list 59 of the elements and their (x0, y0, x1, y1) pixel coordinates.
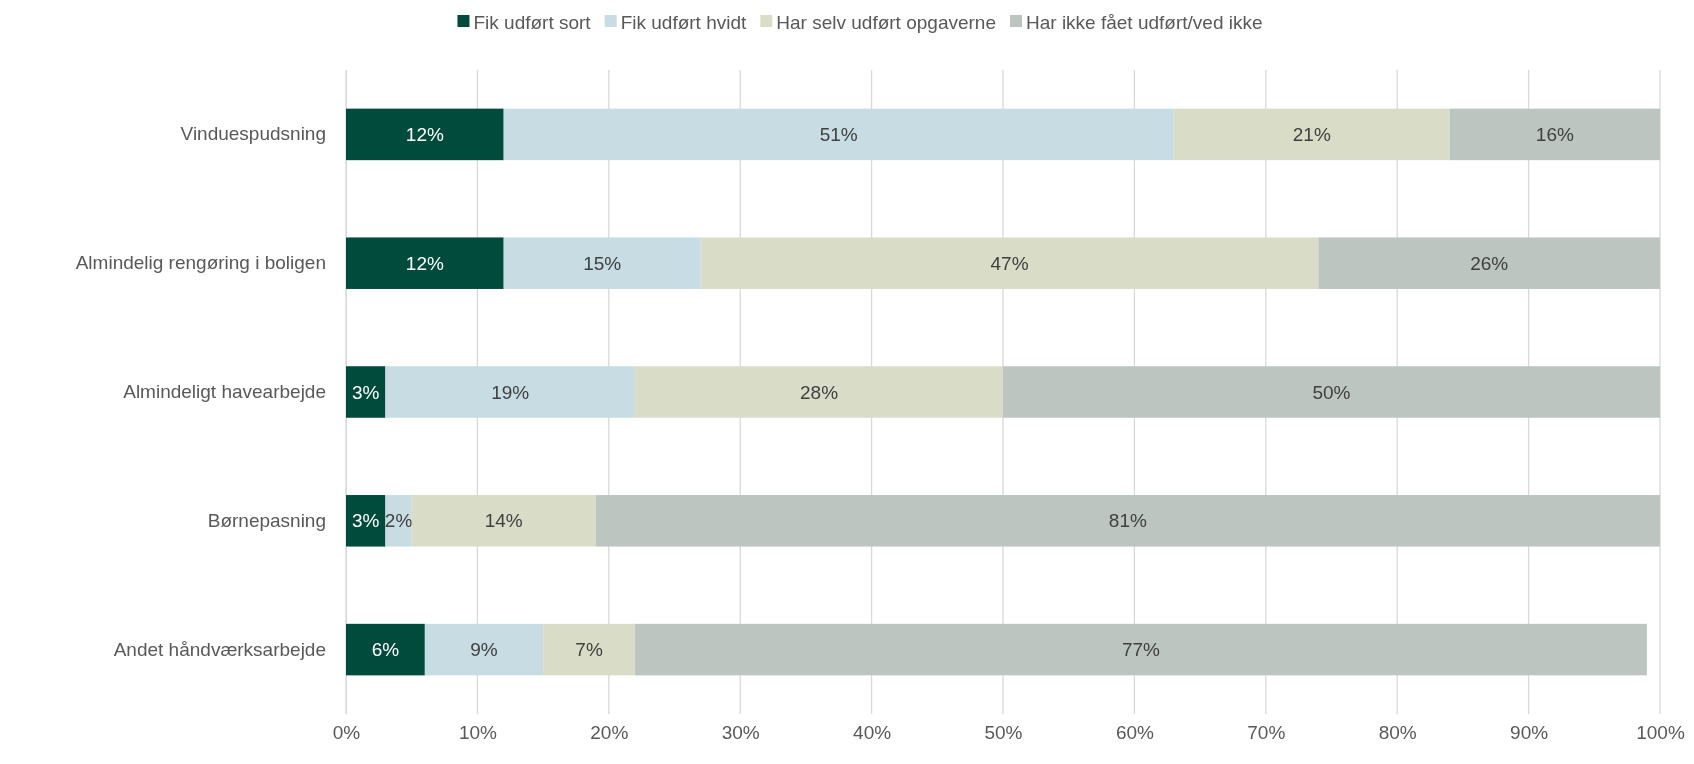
y-tick-label: Almindeligt havearbejde (123, 381, 326, 403)
bar (543, 623, 636, 676)
data-label: 7% (575, 639, 603, 661)
x-tick-label: 10% (458, 722, 498, 744)
bar (595, 495, 1660, 547)
bar (346, 366, 386, 418)
x-tick-label: 70% (1247, 722, 1286, 744)
data-label: 15% (583, 252, 622, 274)
bar (503, 108, 1174, 161)
x-tick-label: 60% (1115, 722, 1155, 744)
data-label: 12% (405, 124, 444, 146)
data-label: 26% (1470, 252, 1509, 274)
legend-label: Har ikke fået udført/ved ikke (1025, 11, 1263, 33)
x-tick-label: 90% (1510, 722, 1549, 744)
data-label: 12% (405, 252, 444, 274)
data-label: 2% (384, 510, 413, 532)
x-tick-label: 30% (721, 722, 760, 744)
bar (346, 495, 386, 547)
data-label: 47% (990, 252, 1029, 274)
data-label: 19% (491, 381, 530, 403)
data-label: 21% (1292, 124, 1331, 146)
bar (385, 366, 636, 418)
y-tick-label: Vinduespudsning (180, 123, 326, 145)
legend-label: Fik udført hvidt (620, 11, 748, 33)
bar (424, 623, 544, 676)
x-tick-label: 0% (332, 722, 361, 744)
bar (1318, 237, 1660, 289)
bar (346, 237, 504, 289)
x-tick-label: 40% (853, 722, 892, 744)
data-label: 77% (1121, 639, 1161, 661)
bar (1449, 108, 1660, 161)
data-label: 14% (484, 510, 523, 532)
data-label: 81% (1108, 510, 1147, 532)
data-label: 3% (351, 510, 380, 532)
y-tick-label: Andet håndværksarbejde (113, 638, 326, 660)
data-label: 9% (470, 639, 498, 661)
y-tick-label: Almindelig rengøring i boligen (75, 252, 326, 274)
bar (700, 237, 1319, 289)
bar (346, 623, 425, 676)
x-tick-label: 50% (984, 722, 1023, 744)
bar (411, 495, 596, 547)
legend-label: Har selv udført opgaverne (776, 11, 996, 33)
legend-label: Fik udført sort (473, 11, 592, 33)
bar (1003, 366, 1660, 418)
data-label: 28% (800, 381, 839, 403)
data-label: 3% (351, 381, 380, 403)
data-label: 6% (371, 639, 400, 661)
bar (346, 108, 504, 161)
data-label: 16% (1535, 124, 1574, 146)
data-label: 51% (819, 124, 858, 146)
x-tick-label: 80% (1378, 722, 1417, 744)
y-tick-label: Børnepasning (207, 509, 326, 531)
bar (635, 366, 1003, 418)
bar (503, 237, 701, 289)
data-label: 50% (1312, 381, 1351, 403)
x-tick-label: 20% (590, 722, 629, 744)
bar (1173, 108, 1450, 161)
bar (635, 623, 1647, 676)
x-tick-label: 100% (1636, 722, 1685, 744)
